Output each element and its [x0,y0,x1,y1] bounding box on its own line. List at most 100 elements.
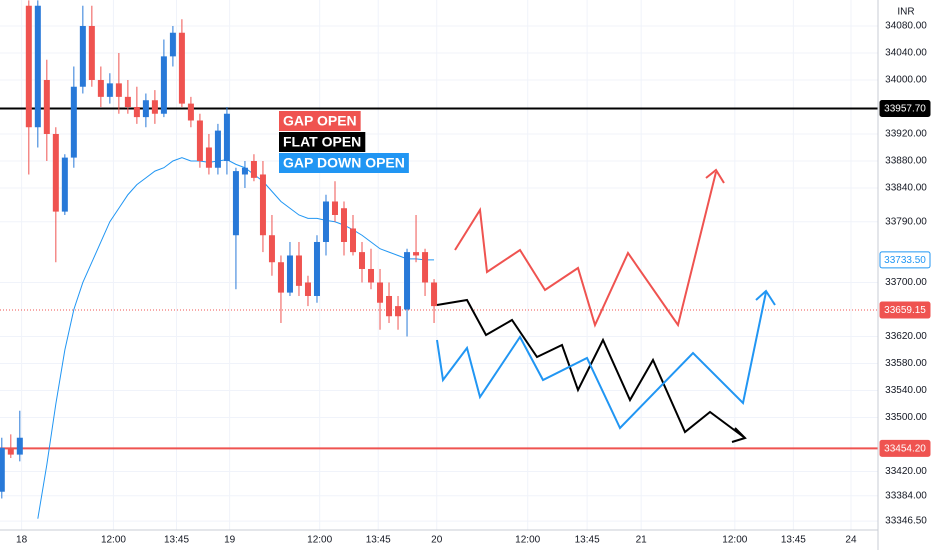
gap-open-path [454,171,717,328]
price-tag-label: 33454.20 [884,444,926,455]
candle-body [241,167,248,175]
candle-body [232,171,239,236]
x-tick-label: 12:00 [307,535,332,546]
candle-body [88,25,95,80]
x-tick-label: 12:00 [515,535,540,546]
candle-body [422,252,429,283]
candle-body [340,208,347,242]
currency: INR [897,7,914,18]
price-axis [878,0,932,550]
candle-body [124,96,131,107]
candle-body [61,157,68,212]
y-tick-label: 33420.00 [885,466,927,477]
x-tick-label: 24 [845,535,857,546]
candle-body [386,295,393,317]
annotation: GAP DOWN OPEN [283,155,405,171]
price-tag [879,100,931,118]
annotation-box [279,111,361,131]
price-tag-label: 33733.50 [884,255,926,266]
candle-body [25,5,32,128]
y-tick-label: 33346.50 [885,516,927,527]
candle-body [169,32,176,57]
y-tick-label: 33384.00 [885,490,927,501]
candle-body [97,79,104,97]
candle-body [322,201,329,242]
x-tick-label: 13:45 [781,535,806,546]
candle-body [368,268,375,283]
grid [0,0,878,530]
gap-down-path [436,291,767,430]
candle-body [43,79,50,134]
candle-body [286,255,293,293]
drawings [436,168,776,443]
candle-body [52,133,59,212]
candle-body [0,447,5,492]
price-tag [879,439,931,457]
y-tick-label: 33790.00 [885,216,927,227]
annotation-box [279,132,366,152]
candle-body [295,255,302,286]
annotations: GAP OPEN FLAT OPEN GAP DOWN OPEN [279,111,409,173]
moving-average [37,157,435,519]
x-tick-label: 20 [431,535,443,546]
candle-body [395,306,402,317]
candle-body [133,106,140,118]
x-tick-label: 18 [16,535,28,546]
annotation-box [279,153,409,173]
y-tick-label: 33840.00 [885,183,927,194]
candle-body [16,437,23,455]
x-tick-label: 13:45 [366,535,391,546]
price-tag [879,301,931,319]
x-tick-label: 21 [636,535,648,546]
candle-body [79,25,86,87]
candle-body [205,147,212,168]
candle-body [187,103,194,121]
y-tick-label: 34080.00 [885,21,927,32]
candle-body [350,228,357,253]
candles [0,0,438,499]
candle-body [313,241,320,296]
price-tag [879,251,931,269]
candle-body [178,32,185,104]
time-axis [0,530,878,550]
candle-body [404,252,411,310]
x-tick-label: 19 [224,535,236,546]
arrow-head [705,168,725,184]
candle-body [377,282,384,303]
y-tick-label: 33920.00 [885,129,927,140]
axis-labels: 34080.00 34040.00 34000.00 33920.00 33880.00… [16,21,931,546]
candle-body [331,201,338,215]
candle-body [70,86,77,158]
candle-body [250,160,257,178]
x-tick-label: 12:00 [101,535,126,546]
candle-body [151,100,158,114]
candle-body [304,282,311,296]
y-tick-label: 33620.00 [885,331,927,342]
y-tick-label: 34040.00 [885,48,927,59]
y-tick-label: 33880.00 [885,156,927,167]
candle-body [223,113,230,161]
candle-body [115,83,122,97]
x-tick-label: 13:45 [164,535,189,546]
x-tick-label: 13:45 [575,535,600,546]
candle-body [259,174,266,236]
annotation: FLAT OPEN [283,134,361,150]
ma-line [37,157,435,519]
arrow-head [755,289,776,306]
arrow-head [731,427,747,443]
y-tick-label: 33700.00 [885,277,927,288]
candle-body [277,262,284,293]
flat-open-path [436,298,746,439]
y-tick-label: 33540.00 [885,385,927,396]
candle-body [431,282,438,307]
y-tick-label: 33500.00 [885,412,927,423]
candle-body [359,252,366,269]
y-tick-label: 33580.00 [885,358,927,369]
candle-body [34,5,41,128]
candle-body [106,83,113,97]
candle-body [160,56,167,114]
price-tag-label: 33957.70 [884,104,926,115]
candle-body [7,447,14,455]
